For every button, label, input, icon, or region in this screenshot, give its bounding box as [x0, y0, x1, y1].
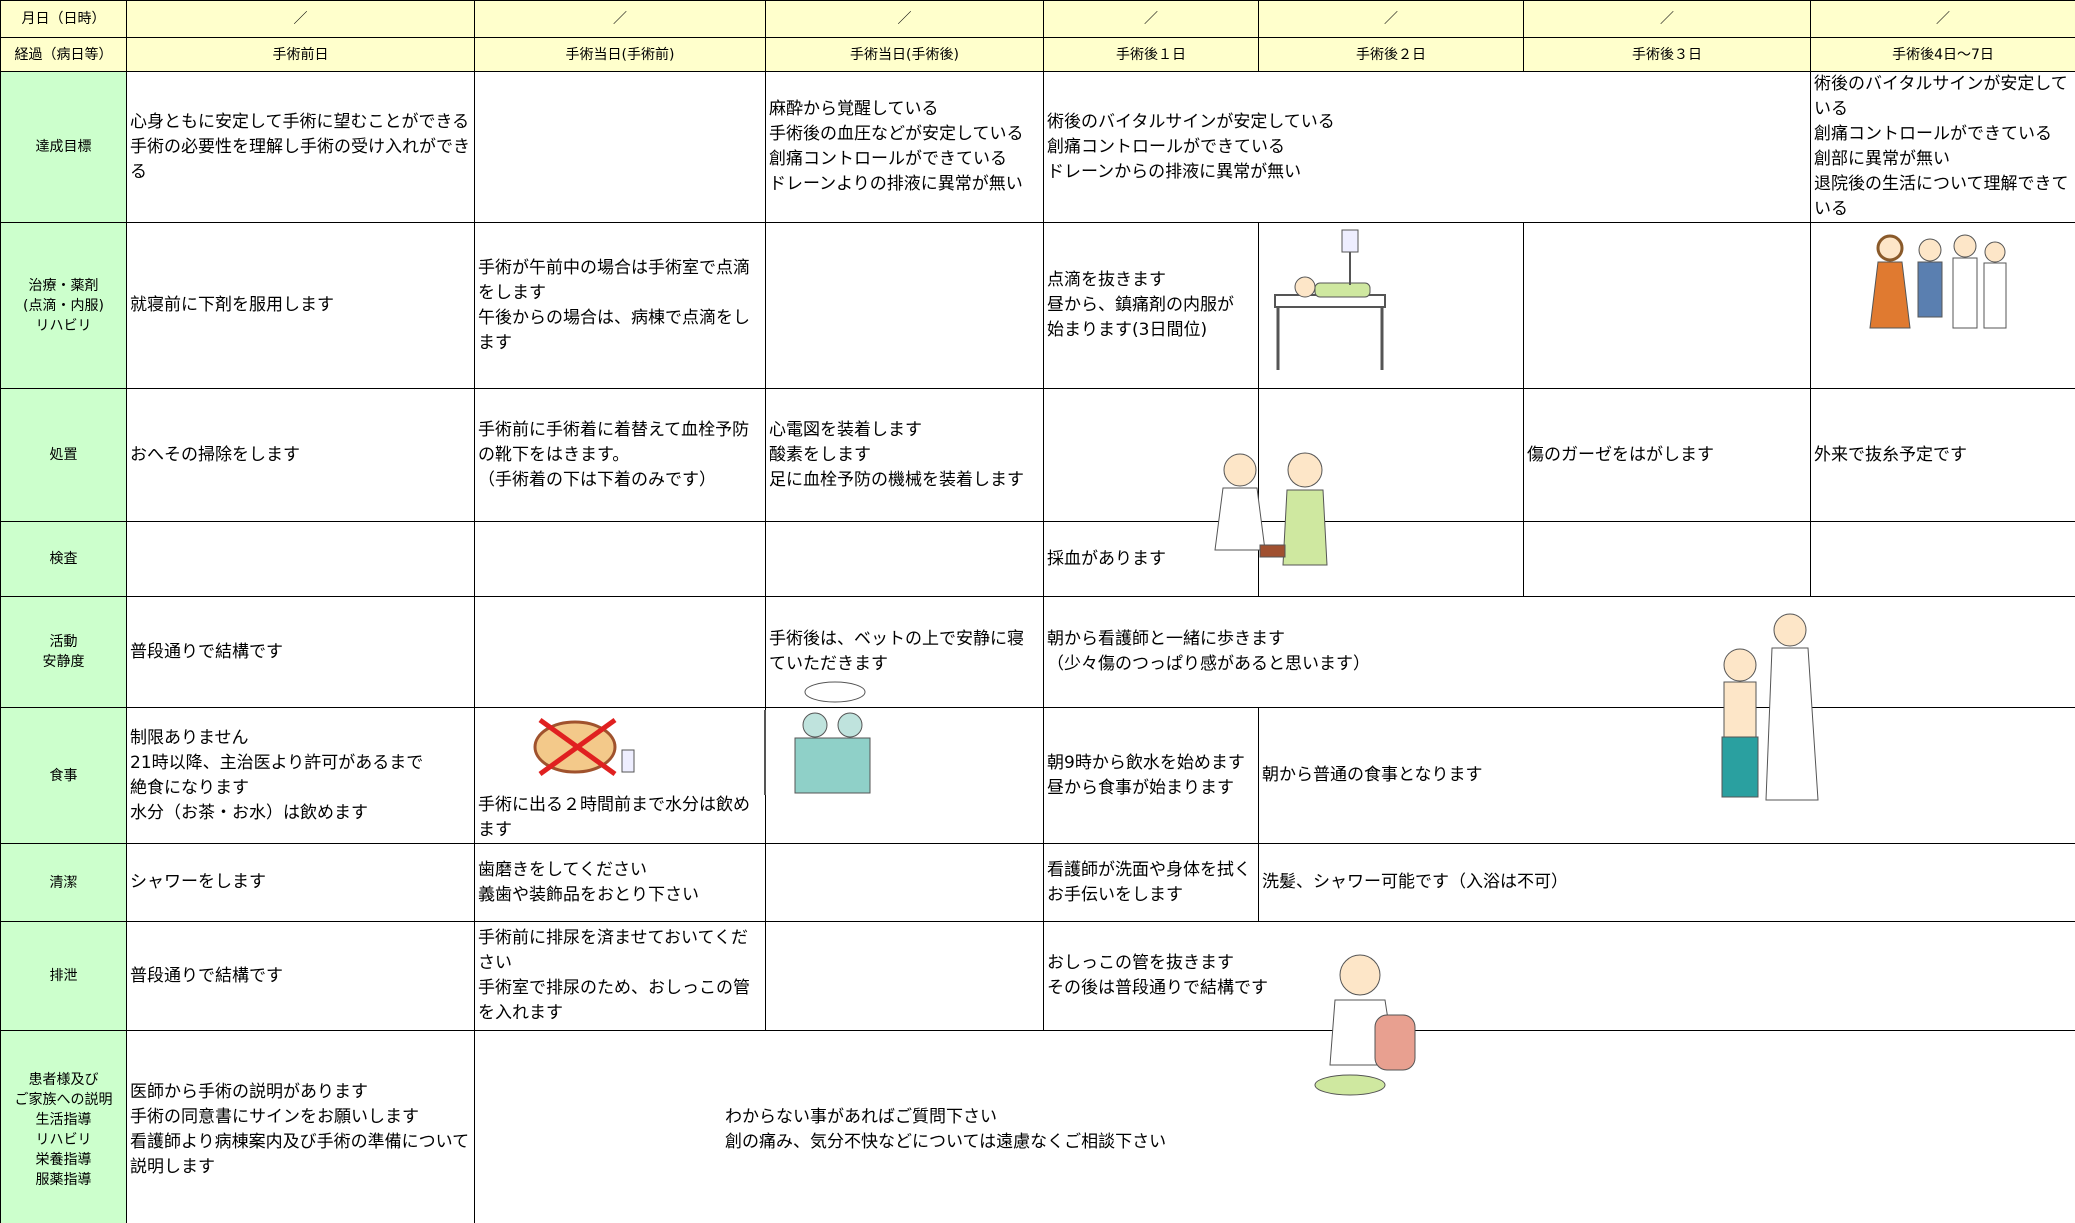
bed-illustration [1274, 229, 1386, 370]
row-label: 患者様及び ご家族への説明 生活指導 リハビリ 栄養指導 服薬指導 [0, 1030, 127, 1223]
row-label: 活動 安静度 [0, 596, 127, 708]
header-cell: 手術後4日〜7日 [1810, 37, 2075, 72]
header-cell: 手術当日(手術前) [474, 37, 766, 72]
header-cell: 手術後１日 [1043, 37, 1259, 72]
cell: 就寝前に下剤を服用します [126, 222, 475, 389]
row-label: 治療・薬剤 (点滴・内服) リハビリ [0, 222, 127, 389]
row-label: 処置 [0, 388, 127, 522]
tr: 排泄 普段通りで結構です 手術前に排尿を済ませておいてください 手術室で排尿のため、… [0, 921, 2075, 1031]
row-label: 清潔 [0, 843, 127, 922]
cell: 朝から普通の食事となります [1258, 707, 2075, 844]
cell: 朝から看護師と一緒に歩きます （少々傷のつっぱり感があると思います） [1043, 596, 2075, 708]
cell: 傷のガーゼをはがします [1523, 388, 1811, 522]
row-label: 排泄 [0, 921, 127, 1031]
cell: 看護師が洗面や身体を拭く お手伝いをします [1043, 843, 1259, 922]
cell: 心電図を装着します 酸素をします 足に血栓予防の機械を装着します [765, 388, 1044, 522]
cell: 術後のバイタルサインが安定している 創痛コントロールができている ドレーンからの… [1043, 71, 1811, 223]
tr: 処置 おへその掃除をします 手術前に手術着に着替えて血栓予防の靴下をはきます。 （手… [0, 388, 2075, 522]
cell: おへその掃除をします [126, 388, 475, 522]
cell: 普段通りで結構です [126, 921, 475, 1031]
cell: 歯磨きをしてください 義歯や装飾品をおとり下さい [474, 843, 766, 922]
cell: おしっこの管を抜きます その後は普段通りで結構です [1043, 921, 2075, 1031]
cell: 手術に出る２時間前まで水分は飲めます [474, 707, 766, 844]
cell [765, 921, 1044, 1031]
header-cell: ／ [765, 0, 1044, 38]
cell [1523, 521, 1811, 597]
tr: 治療・薬剤 (点滴・内服) リハビリ 就寝前に下剤を服用します 手術が午前中の場合は… [0, 222, 2075, 389]
cell [126, 521, 475, 597]
walking-illustration [1721, 613, 1819, 801]
header-cell: ／ [1258, 0, 1524, 38]
cell: 点滴を抜きます 昼から、鎮痛剤の内服が 始まります(3日間位) [1043, 222, 1259, 389]
cell: 心身ともに安定して手術に望むことができる 手術の必要性を理解し手術の受け入れがで… [126, 71, 475, 223]
tr: 食事 制限ありません 21時以降、主治医より許可があるまで 絶食になります 水分（… [0, 707, 2075, 844]
tr: 清潔 シャワーをします 歯磨きをしてください 義歯や装飾品をおとり下さい 看護師が洗面… [0, 843, 2075, 922]
tr: 達成目標 心身ともに安定して手術に望むことができる 手術の必要性を理解し手術の受け… [0, 71, 2075, 223]
row-label: 経過（病日等） [0, 37, 127, 72]
cell [765, 222, 1044, 389]
nurse-patient-illustration [1214, 452, 1328, 566]
header-cell: 手術後２日 [1258, 37, 1524, 72]
row-label: 月日（日時） [0, 0, 127, 38]
header-cell: 手術後３日 [1523, 37, 1811, 72]
cell: わからない事があればご質問下さい 創の痛み、気分不快などについては遠慮なくご相談… [474, 1030, 2075, 1223]
cell: 洗髪、シャワー可能です（入浴は不可） [1258, 843, 2075, 922]
cell [474, 596, 766, 708]
cell: 麻酔から覚醒している 手術後の血圧などが安定している 創痛コントロールができてい… [765, 71, 1044, 223]
header-cell: ／ [1523, 0, 1811, 38]
header-cell: ／ [1043, 0, 1259, 38]
cell: 制限ありません 21時以降、主治医より許可があるまで 絶食になります 水分（お茶… [126, 707, 475, 844]
row-label: 達成目標 [0, 71, 127, 223]
cell: 手術前に手術着に着替えて血栓予防の靴下をはきます。 （手術着の下は下着のみです） [474, 388, 766, 522]
header-cell: 手術前日 [126, 37, 475, 72]
cell: 普段通りで結構です [126, 596, 475, 708]
cell: 手術前に排尿を済ませておいてください 手術室で排尿のため、おしっこの管を入れます [474, 921, 766, 1031]
row-label: 食事 [0, 707, 127, 844]
cell [765, 843, 1044, 922]
no-food-illustration [533, 717, 635, 777]
cell: 術後のバイタルサインが安定している 創痛コントロールができている 創部に異常が無… [1810, 71, 2075, 223]
tr: 検査 採血があります [0, 521, 2075, 597]
row-label: 検査 [0, 521, 127, 597]
family-illustration [1869, 234, 2007, 329]
cell [1810, 521, 2075, 597]
tr: 経過（病日等） 手術前日 手術当日(手術前) 手術当日(手術後) 手術後１日 手術後２日手… [0, 37, 2075, 72]
cell [474, 71, 766, 223]
tr: 活動 安静度 普段通りで結構です 手術後は、ベットの上で安静に寝ていただきます 朝から… [0, 596, 2075, 708]
cell: 医師から手術の説明があります 手術の同意書にサインをお願いします 看護師より病棟… [126, 1030, 475, 1223]
doctor-illustration [1314, 954, 1416, 1096]
cell [1523, 222, 1811, 389]
header-cell: 手術当日(手術後) [765, 37, 1044, 72]
header-cell: ／ [126, 0, 475, 38]
cell: シャワーをします [126, 843, 475, 922]
header-cell: ／ [1810, 0, 2075, 38]
tr: 患者様及び ご家族への説明 生活指導 リハビリ 栄養指導 服薬指導 医師から手術の… [0, 1030, 2075, 1223]
tr: 月日（日時）／／／／／／／ [0, 0, 2075, 38]
cell: 手術が午前中の場合は手術室で点滴をします 午後からの場合は、病棟で点滴をします [474, 222, 766, 389]
cell: 外来で抜糸予定です [1810, 388, 2075, 522]
header-cell: ／ [474, 0, 766, 38]
surgery-illustration [764, 681, 871, 795]
cell [474, 521, 766, 597]
cell [765, 521, 1044, 597]
cell: 朝9時から飲水を始めます 昼から食事が始まります [1043, 707, 1259, 844]
